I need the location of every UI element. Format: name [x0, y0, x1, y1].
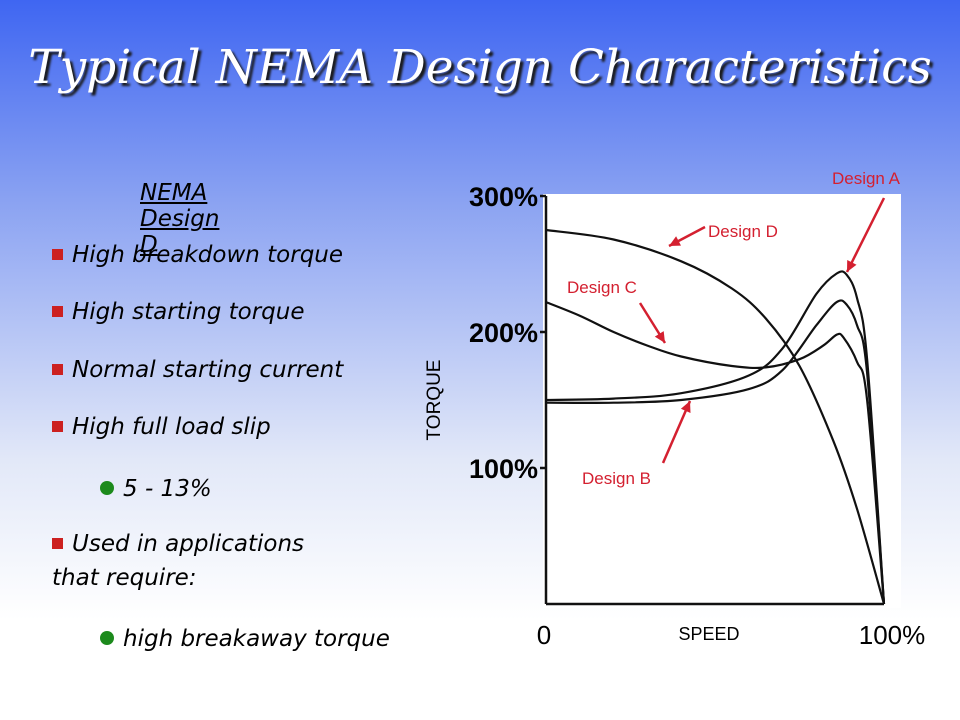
section-heading: NEMA Design D — [140, 180, 220, 258]
annotation-label-design-d: Design D — [708, 222, 778, 241]
arrowhead-icon — [654, 331, 665, 343]
square-bullet-icon — [52, 538, 63, 549]
bullet-text: Used in applications — [72, 531, 305, 557]
series-line-design-c — [545, 301, 886, 605]
bullet-text: High starting torque — [72, 299, 305, 325]
x-ticks: 0 100% — [537, 620, 925, 650]
arrowhead-icon — [847, 260, 857, 272]
sub-bullet-item: 5 - 13% — [100, 472, 212, 506]
series-line-design-d — [545, 228, 886, 605]
plot-background — [543, 194, 901, 608]
y-tick-label: 200% — [469, 318, 538, 348]
bullet-item: High full load slip — [52, 410, 271, 444]
annotation-label-design-c: Design C — [567, 278, 637, 297]
square-bullet-icon — [52, 421, 63, 432]
bullet-item: High breakdown torque — [52, 238, 343, 272]
y-tick-label: 100% — [469, 454, 538, 484]
round-bullet-icon — [100, 631, 114, 645]
square-bullet-icon — [52, 306, 63, 317]
series-line-design-b — [545, 299, 886, 605]
x-tick-label: 0 — [537, 620, 551, 650]
round-bullet-icon — [100, 481, 114, 495]
bullet-item: Used in applications — [52, 527, 304, 561]
arrowhead-icon — [680, 401, 691, 413]
x-tick-label: 100% — [859, 620, 926, 650]
y-ticks: 100% 200% 300% — [469, 182, 546, 484]
arrowhead-icon — [669, 236, 681, 246]
annotation-arrow-design-a — [845, 197, 886, 273]
bullet-item: Normal starting current — [52, 353, 343, 387]
square-bullet-icon — [52, 364, 63, 375]
y-tick-label: 300% — [469, 182, 538, 212]
bullet-text: High full load slip — [72, 414, 271, 440]
bullet-item: High starting torque — [52, 295, 305, 329]
series-line-design-a — [545, 270, 886, 605]
x-axis-label: SPEED — [678, 624, 739, 644]
sub-bullet-text: high breakaway torque — [123, 626, 390, 652]
bullet-text: Normal starting current — [72, 357, 344, 383]
annotation-label-design-b: Design B — [582, 469, 651, 488]
slide-title: Typical NEMA Design Characteristics — [28, 40, 932, 95]
bullet-text: High breakdown torque — [72, 242, 344, 268]
annotation-arrow-design-b — [661, 400, 692, 464]
annotations: Design A Design D Design C Design B — [567, 169, 901, 488]
sub-bullet-text: 5 - 13% — [123, 476, 212, 502]
square-bullet-icon — [52, 249, 63, 260]
series-group — [545, 228, 886, 605]
annotation-label-design-a: Design A — [832, 169, 901, 188]
y-axis-label: TORQUE — [424, 360, 445, 441]
sub-bullet-item: high breakaway torque — [100, 622, 390, 656]
bullet-continuation: that require: — [52, 565, 197, 591]
